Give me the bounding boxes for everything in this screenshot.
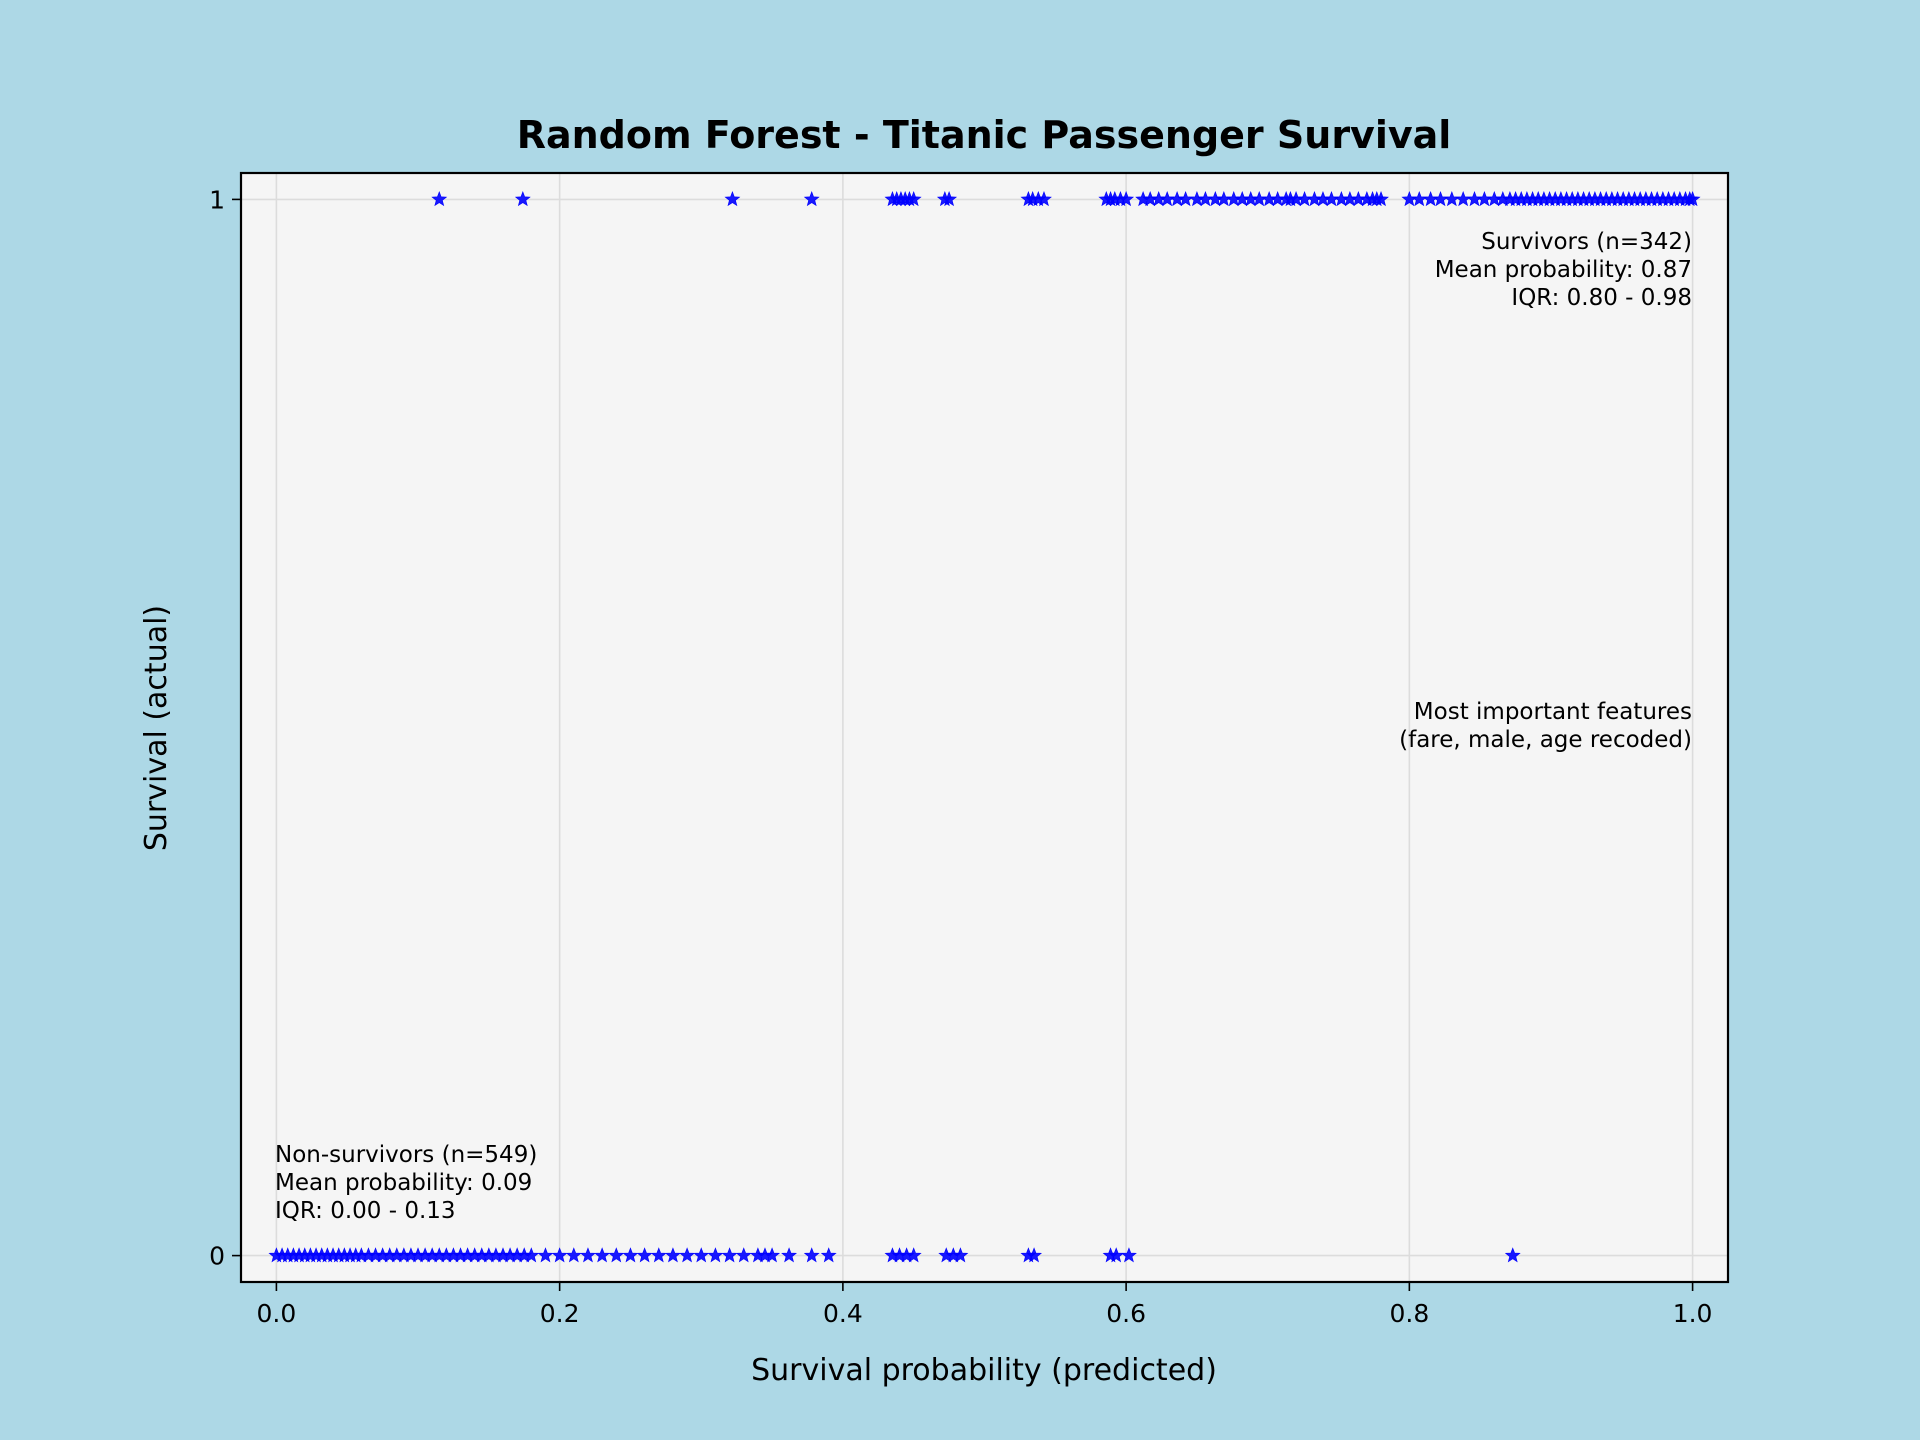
data-point [1121,1247,1137,1263]
features-list-text: (fare, male, age recoded) [1399,727,1692,753]
data-points [268,191,1701,1263]
data-point [735,1247,752,1263]
data-point [636,1247,653,1263]
data-point [679,1247,696,1263]
data-point [537,1247,554,1263]
data-point [941,191,958,207]
y-axis-label: Survival (actual) [139,605,174,851]
data-point [1504,1247,1521,1263]
chart-title: Random Forest - Titanic Passenger Surviv… [517,113,1452,157]
x-tick-label: 0.0 [257,1299,297,1328]
features-annotation: Most important features (fare, male, age… [1399,699,1692,753]
data-point [580,1247,596,1263]
data-point [431,191,448,207]
data-point [905,1247,922,1263]
x-tick-label: 0.4 [823,1299,863,1328]
non-survivors-annotation: Non-survivors (n=549) Mean probability: … [275,1142,537,1224]
data-point [514,191,531,207]
data-point [1026,1247,1042,1263]
data-point [551,1247,568,1263]
grid [241,173,1728,1282]
data-point [1684,191,1701,207]
data-point [693,1247,710,1263]
non-survivors-iqr-text: IQR: 0.00 - 0.13 [275,1198,456,1224]
survivors-count-text: Survivors (n=342) [1481,229,1692,255]
plot-area [241,173,1728,1282]
data-point [608,1247,625,1263]
ticks: 0.0 0.2 0.4 0.6 0.8 1.0 0 1 [209,185,1712,1328]
non-survivors-mean-text: Mean probability: 0.09 [275,1170,532,1196]
data-point [565,1247,582,1263]
data-point [803,191,820,207]
x-tick-label: 0.2 [540,1299,580,1328]
non-survivors-count-text: Non-survivors (n=549) [275,1142,537,1168]
plot-frame [239,171,1730,1284]
data-point [803,1247,820,1263]
y-tick-label: 0 [209,1242,225,1271]
data-point [1036,191,1052,207]
data-point [622,1247,639,1263]
survivors-mean-text: Mean probability: 0.87 [1435,257,1692,283]
x-axis-label: Survival probability (predicted) [751,1353,1217,1388]
data-point [1118,191,1135,207]
data-point [650,1247,667,1263]
features-title-text: Most important features [1414,699,1692,725]
data-point [523,1247,540,1263]
data-point [1373,191,1389,207]
data-point [665,1247,681,1263]
survivors-iqr-text: IQR: 0.80 - 0.98 [1511,285,1692,311]
x-tick-label: 0.6 [1106,1299,1146,1328]
data-point [594,1247,611,1263]
data-point [781,1247,797,1263]
data-point [952,1247,969,1263]
survivors-annotation: Survivors (n=342) Mean probability: 0.87… [1435,229,1692,311]
data-point [721,1247,738,1263]
x-tick-label: 1.0 [1673,1299,1713,1328]
data-point [905,191,922,207]
data-point [707,1247,724,1263]
data-point [764,1247,780,1263]
y-tick-label: 1 [209,185,225,214]
data-point [724,191,741,207]
data-point [820,1247,837,1263]
x-tick-label: 0.8 [1389,1299,1429,1328]
